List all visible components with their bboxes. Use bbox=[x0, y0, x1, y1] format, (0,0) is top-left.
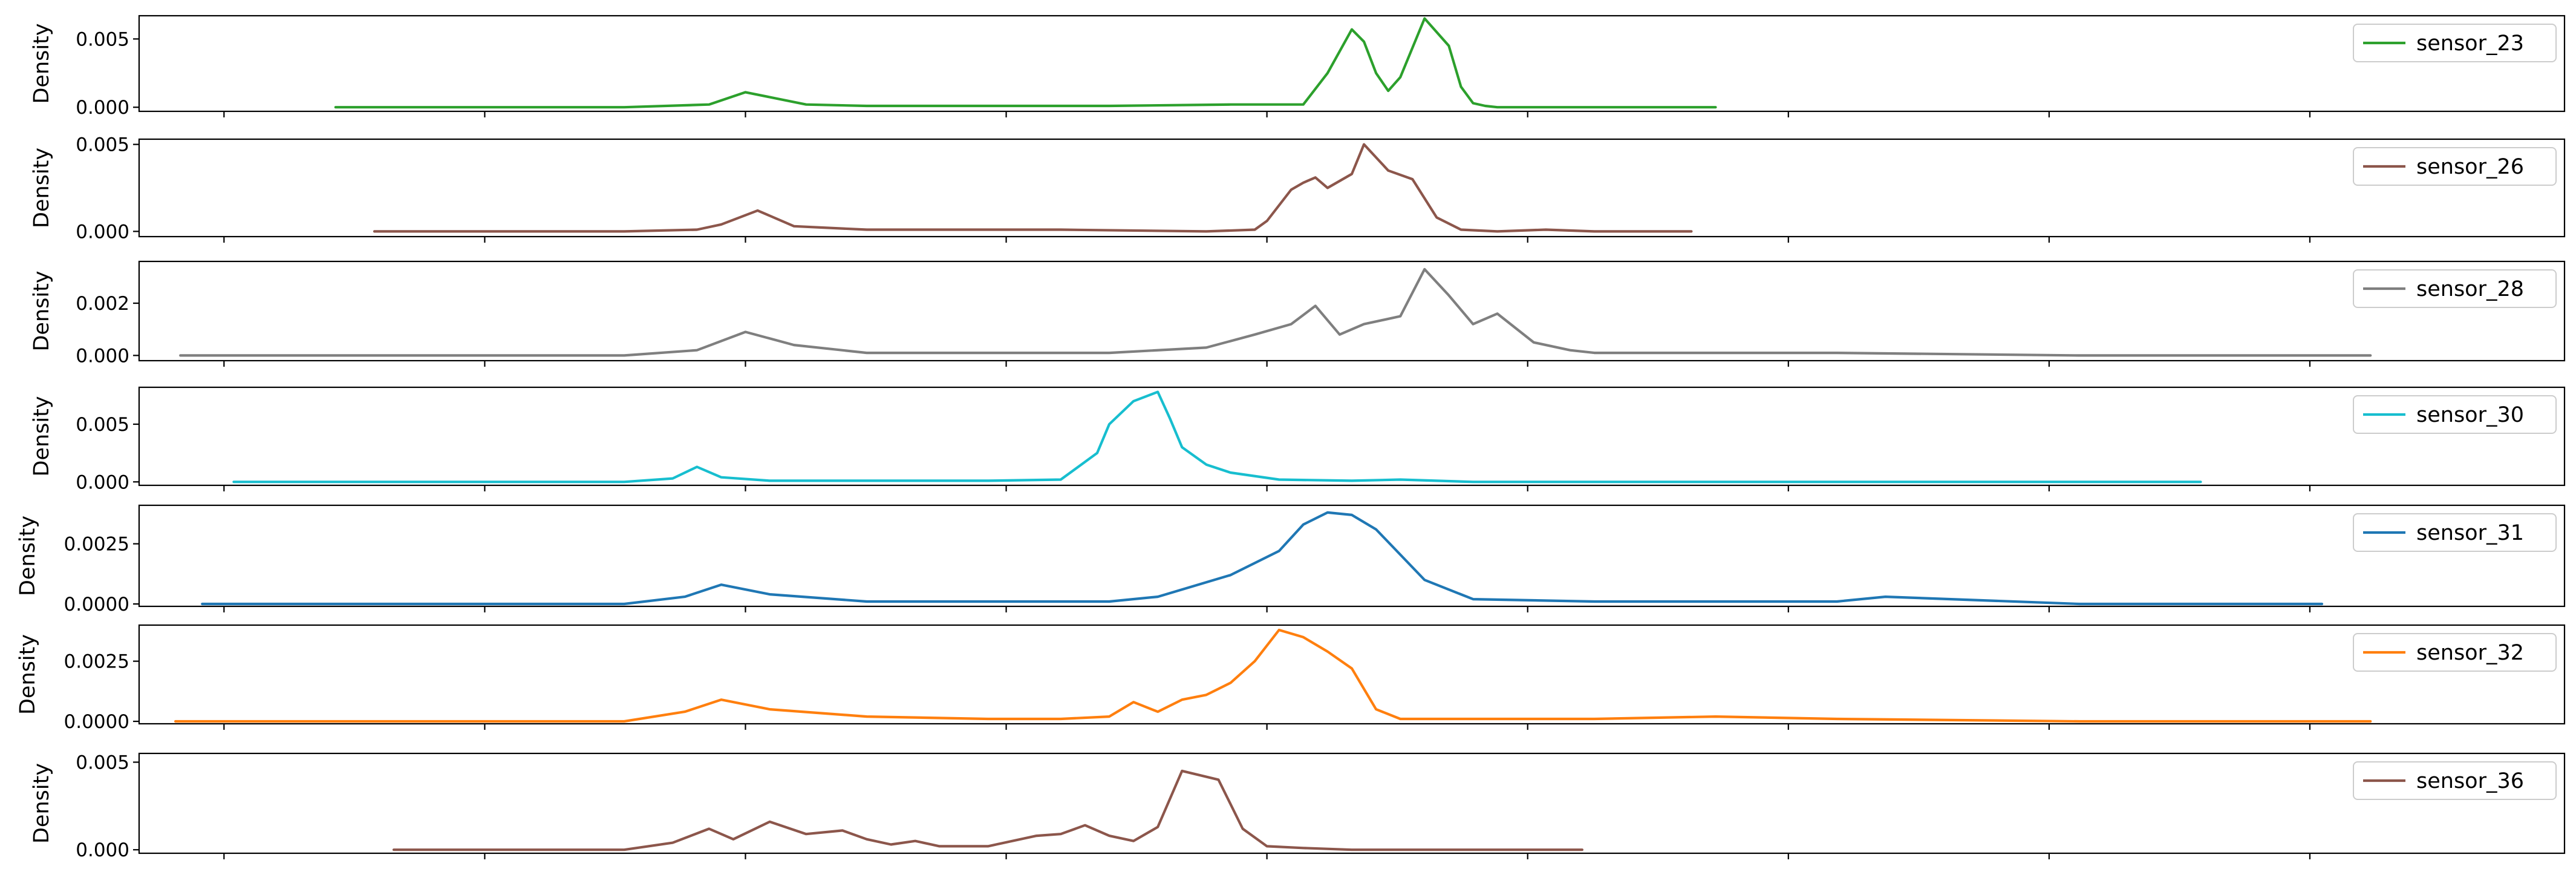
legend-label: sensor_32 bbox=[2416, 641, 2524, 665]
legend-label: sensor_31 bbox=[2416, 521, 2524, 545]
legend: sensor_26 bbox=[2353, 147, 2557, 186]
y-tick-label: 0.0000 bbox=[64, 711, 129, 733]
legend-label: sensor_26 bbox=[2416, 155, 2524, 179]
axes-frame bbox=[138, 752, 2566, 854]
density-line bbox=[334, 17, 1717, 109]
y-axis-label: Density bbox=[30, 396, 54, 476]
legend-box bbox=[2353, 147, 2557, 186]
axes-frame bbox=[138, 504, 2566, 608]
y-tick-label: 0.005 bbox=[76, 28, 129, 50]
y-axis-label: Density bbox=[16, 634, 40, 715]
density-panel: 0.000 0.005 Density sensor_30 bbox=[30, 386, 2566, 493]
axes-frame bbox=[138, 624, 2566, 725]
y-axis-label: Density bbox=[16, 516, 40, 596]
density-panel: 0.000 0.005 Density sensor_36 bbox=[30, 752, 2566, 861]
density-panel: 0.0000 0.0025 Density sensor_31 bbox=[16, 504, 2566, 615]
legend-box bbox=[2353, 513, 2557, 552]
legend-box bbox=[2353, 269, 2557, 308]
legend: sensor_32 bbox=[2353, 633, 2557, 672]
density-panel: 0.000 0.005 Density sensor_23 bbox=[30, 15, 2566, 119]
y-axis-label: Density bbox=[30, 148, 54, 228]
axes-frame bbox=[138, 138, 2566, 238]
y-tick-label: 0.0025 bbox=[64, 651, 129, 673]
y-tick-label: 0.0025 bbox=[64, 534, 129, 556]
density-line bbox=[179, 267, 2372, 357]
y-axis-label: Density bbox=[30, 271, 54, 351]
density-panel: 0.0000 0.0025 Density sensor_32 bbox=[16, 624, 2566, 733]
y-tick-label: 0.000 bbox=[76, 471, 129, 493]
axes-frame bbox=[138, 260, 2566, 362]
y-axis-label: Density bbox=[30, 763, 54, 844]
axes-frame bbox=[138, 386, 2566, 487]
legend: sensor_28 bbox=[2353, 269, 2557, 308]
y-tick-label: 0.000 bbox=[76, 221, 129, 243]
y-tick-label: 0.000 bbox=[76, 839, 129, 861]
legend-box bbox=[2353, 24, 2557, 62]
density-panel: 0.000 0.002 Density sensor_28 bbox=[30, 260, 2566, 367]
y-tick-label: 0.005 bbox=[76, 134, 129, 156]
y-tick-label: 0.000 bbox=[76, 345, 129, 367]
y-axis-label: Density bbox=[30, 23, 54, 103]
density-line bbox=[392, 769, 1583, 851]
legend: sensor_23 bbox=[2353, 24, 2557, 62]
legend-label: sensor_30 bbox=[2416, 403, 2524, 427]
legend-label: sensor_28 bbox=[2416, 277, 2524, 301]
legend: sensor_36 bbox=[2353, 761, 2557, 800]
legend-label: sensor_36 bbox=[2416, 769, 2524, 793]
density-line bbox=[373, 143, 1693, 233]
y-tick-label: 0.005 bbox=[76, 414, 129, 436]
legend: sensor_31 bbox=[2353, 513, 2557, 552]
legend: sensor_30 bbox=[2353, 395, 2557, 434]
legend-box bbox=[2353, 633, 2557, 672]
legend-label: sensor_23 bbox=[2416, 31, 2524, 56]
density-line bbox=[232, 390, 2202, 484]
axes-frame bbox=[138, 15, 2566, 113]
y-tick-label: 0.000 bbox=[76, 97, 129, 119]
y-tick-label: 0.002 bbox=[76, 293, 129, 315]
legend-box bbox=[2353, 761, 2557, 800]
legend-box bbox=[2353, 395, 2557, 434]
density-line bbox=[201, 511, 2324, 606]
y-tick-label: 0.005 bbox=[76, 752, 129, 773]
density-line bbox=[174, 628, 2372, 723]
y-tick-label: 0.0000 bbox=[64, 594, 129, 615]
density-panel: 0.000 0.005 Density sensor_26 bbox=[30, 134, 2566, 243]
